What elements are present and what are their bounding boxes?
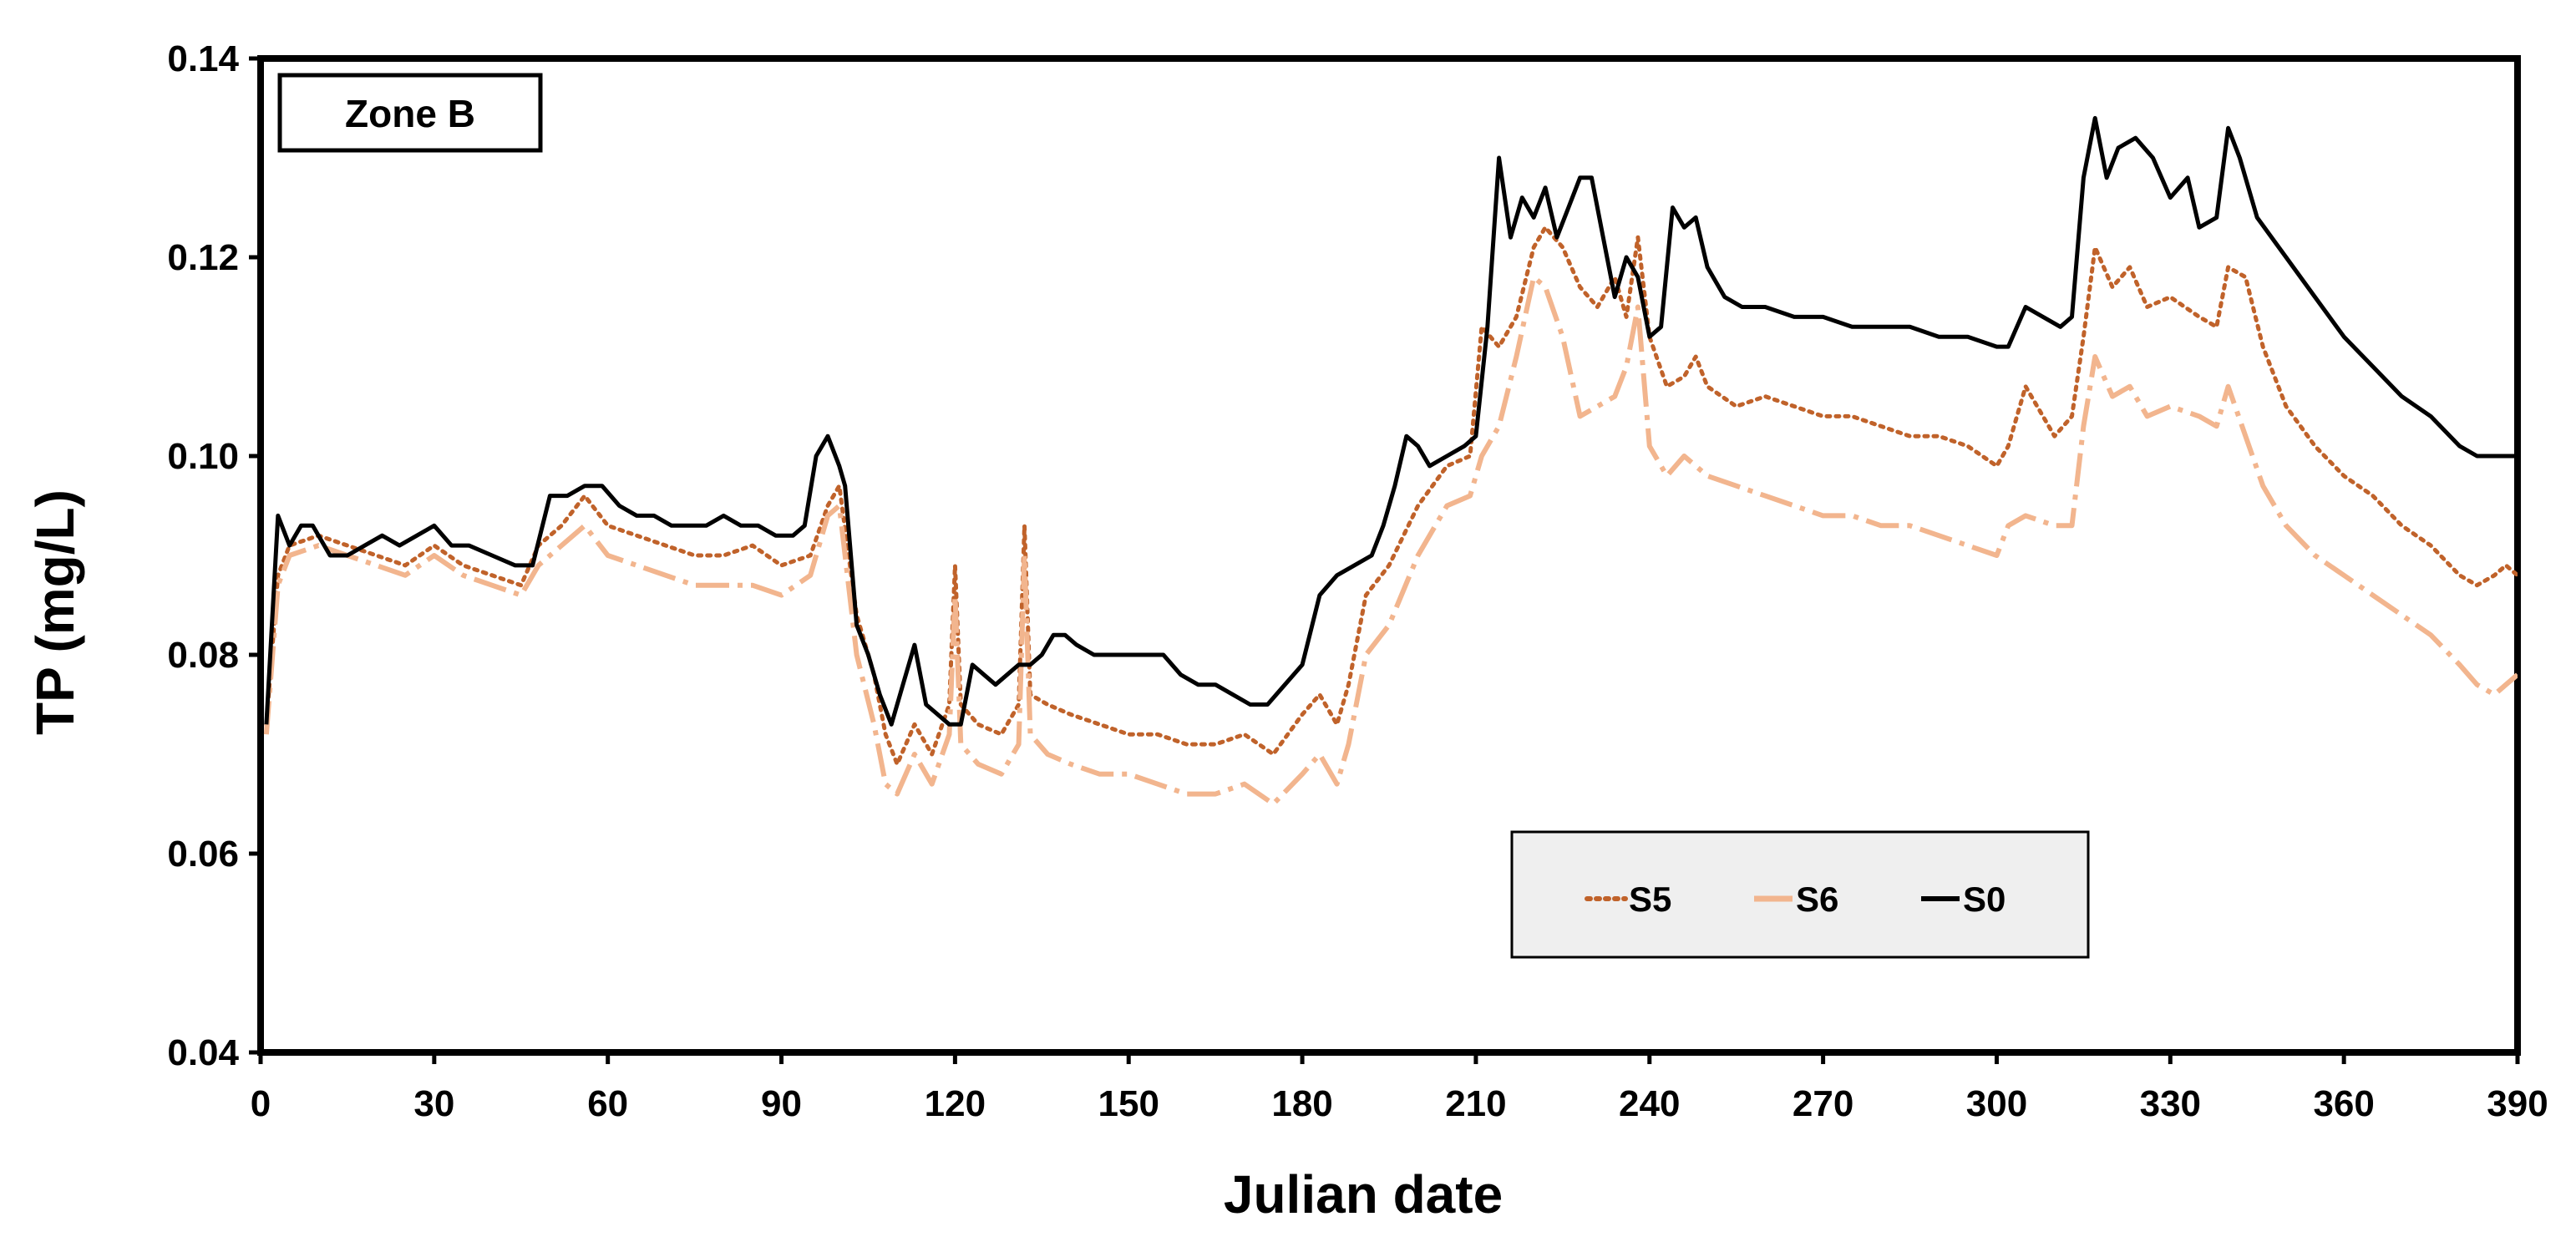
x-tick-label: 360	[2313, 1083, 2374, 1124]
y-tick-label: 0.04	[167, 1032, 239, 1073]
x-tick-label: 390	[2487, 1083, 2548, 1124]
y-tick-label: 0.06	[167, 834, 239, 875]
y-axis-title: TP (mg/L)	[25, 489, 85, 735]
x-tick-label: 60	[587, 1083, 628, 1124]
y-axis-ticks: 0.04 0.06 0.08 0.10 0.12 0.14	[167, 38, 261, 1073]
series-line-s5	[264, 225, 2518, 767]
legend-label-s0: S0	[1963, 880, 2006, 919]
x-tick-label: 210	[1445, 1083, 1506, 1124]
x-axis-ticks: 0 30 60 90 120 150 180 210 240 270 300 330 360 390	[251, 1052, 2548, 1124]
x-tick-label: 180	[1271, 1083, 1332, 1124]
x-tick-label: 90	[761, 1083, 802, 1124]
y-tick-label: 0.10	[167, 436, 239, 477]
plot-area-frame	[257, 55, 2521, 1056]
legend: S5 S6 S0	[1510, 830, 2090, 959]
x-tick-label: 150	[1098, 1083, 1159, 1124]
x-tick-label: 270	[1793, 1083, 1853, 1124]
y-tick-label: 0.08	[167, 635, 239, 676]
x-tick-label: 300	[1966, 1083, 2027, 1124]
x-tick-label: 240	[1619, 1083, 1680, 1124]
zone-label-box	[277, 73, 543, 153]
legend-label-s5: S5	[1629, 880, 1671, 919]
y-tick-label: 0.12	[167, 237, 239, 278]
x-tick-label: 120	[925, 1083, 986, 1124]
x-tick-label: 330	[2140, 1083, 2201, 1124]
series-layer	[263, 115, 2518, 807]
series-line-s0	[264, 115, 2518, 727]
x-tick-label: 30	[413, 1083, 454, 1124]
x-axis-title: Julian date	[1224, 1164, 1503, 1224]
series-line-s6	[263, 274, 2518, 807]
x-tick-label: 0	[251, 1083, 271, 1124]
legend-box	[1510, 830, 2090, 959]
legend-label-s6: S6	[1796, 880, 1838, 919]
zone-label: Zone B	[345, 92, 475, 135]
y-tick-label: 0.14	[167, 38, 239, 79]
